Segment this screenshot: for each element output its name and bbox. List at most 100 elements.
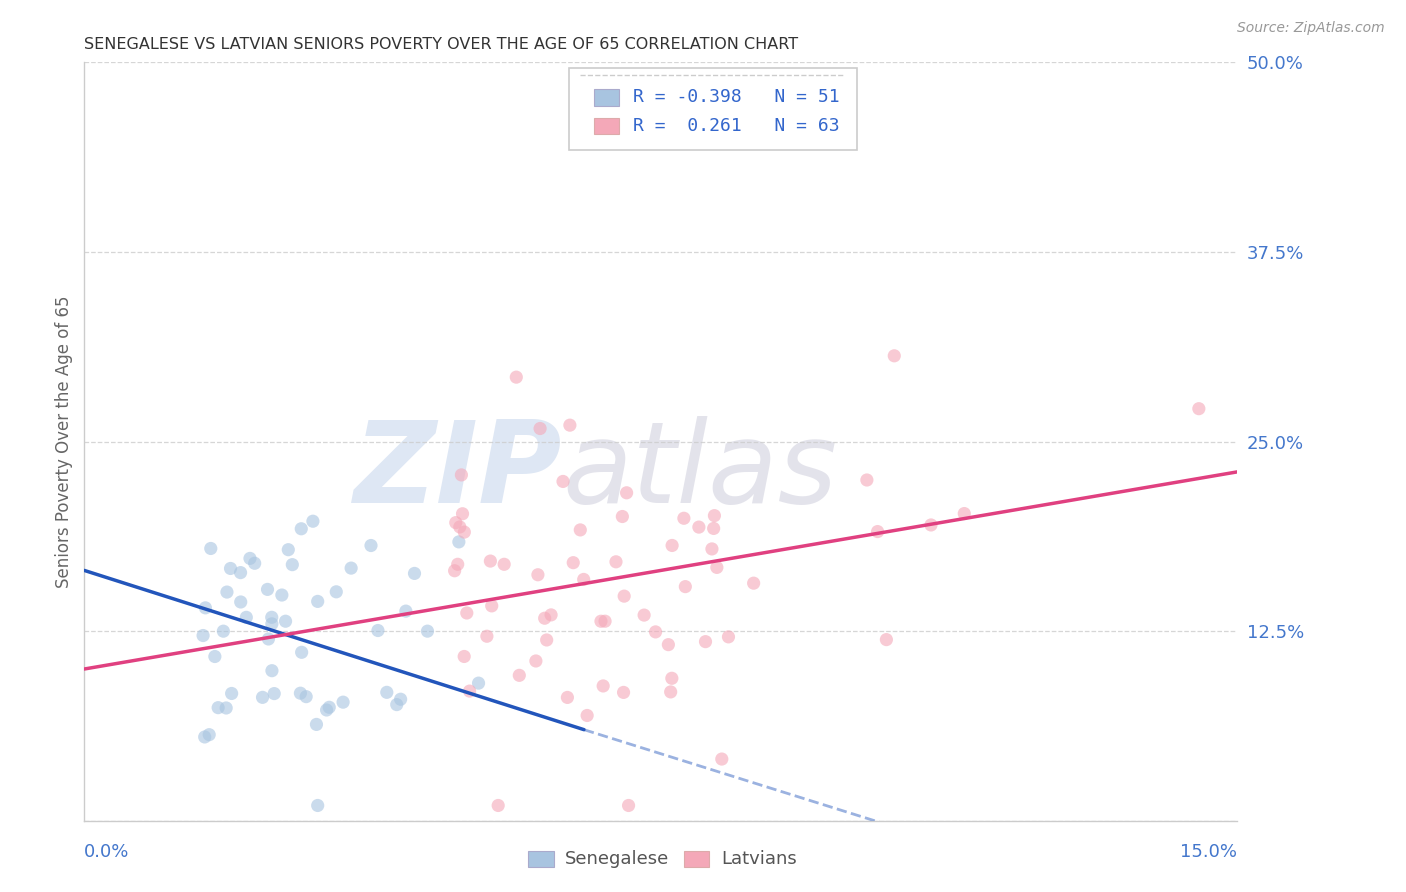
Point [688,520,710,534]
Point [706,560,728,574]
Point [256,582,278,597]
Text: SENEGALESE VS LATVIAN SENIORS POVERTY OVER THE AGE OF 65 CORRELATION CHART: SENEGALESE VS LATVIAN SENIORS POVERTY OV… [84,37,799,52]
Point [307,798,329,813]
Point [616,485,638,500]
Point [274,614,297,628]
Point [562,556,585,570]
Point [260,664,283,678]
Point [215,585,238,599]
Point [633,608,655,623]
Point [340,561,363,575]
Text: Source: ZipAtlas.com: Source: ZipAtlas.com [1237,21,1385,35]
Point [404,566,426,581]
Point [661,671,683,685]
Point [215,701,238,715]
Point [576,708,599,723]
Point [229,566,252,580]
Point [479,554,502,568]
Point [572,573,595,587]
Point [536,632,558,647]
Point [644,624,666,639]
Point [866,524,889,539]
Point [277,542,299,557]
Point [375,685,398,699]
Point [385,698,408,712]
Point [449,520,471,534]
Point [239,551,262,566]
Text: Senegalese: Senegalese [565,850,669,868]
Point [659,685,682,699]
Point [592,679,614,693]
Point [742,576,765,591]
Point [243,556,266,570]
Point [672,511,695,525]
Point [558,418,581,433]
Point [494,558,516,572]
Point [367,624,389,638]
Point [453,525,475,540]
Text: 15.0%: 15.0% [1180,844,1237,862]
Point [703,521,725,535]
Point [486,798,509,813]
Point [533,611,555,625]
Point [204,649,226,664]
Point [318,700,340,714]
Point [856,473,879,487]
Point [529,421,551,435]
Text: atlas: atlas [562,417,838,527]
Point [593,614,616,628]
Point [475,629,498,643]
Point [617,798,640,813]
Point [315,703,337,717]
Point [883,349,905,363]
Point [332,695,354,709]
Point [194,730,217,744]
Point [451,507,474,521]
Point [200,541,222,556]
Point [450,467,472,482]
Point [270,588,292,602]
Text: 0.0%: 0.0% [84,844,129,862]
FancyBboxPatch shape [593,118,619,135]
Text: Latvians: Latvians [721,850,797,868]
Point [505,370,527,384]
FancyBboxPatch shape [683,851,709,867]
Point [527,567,550,582]
Point [613,685,636,699]
Point [291,645,314,659]
FancyBboxPatch shape [593,89,619,105]
Point [302,514,325,528]
Point [360,539,382,553]
Point [613,589,636,603]
Point [325,584,347,599]
Point [524,654,547,668]
Point [569,523,592,537]
Point [290,686,312,700]
Point [467,676,489,690]
Point [395,604,418,618]
Y-axis label: Seniors Poverty Over the Age of 65: Seniors Poverty Over the Age of 65 [55,295,73,588]
Text: R = -0.398   N = 51: R = -0.398 N = 51 [633,88,839,106]
Point [1188,401,1211,416]
Point [695,634,717,648]
Point [673,580,696,594]
Point [540,607,562,622]
Point [257,632,280,646]
Point [875,632,897,647]
Point [612,509,634,524]
Point [605,555,627,569]
Point [281,558,304,572]
Point [191,628,214,642]
Point [260,616,283,631]
Point [661,539,683,553]
Point [710,752,733,766]
Point [456,606,478,620]
Point [551,475,574,489]
Text: R =  0.261   N = 63: R = 0.261 N = 63 [633,117,839,135]
Point [953,507,976,521]
Point [295,690,318,704]
FancyBboxPatch shape [568,68,856,150]
Point [290,522,312,536]
FancyBboxPatch shape [529,851,554,867]
Point [453,649,475,664]
